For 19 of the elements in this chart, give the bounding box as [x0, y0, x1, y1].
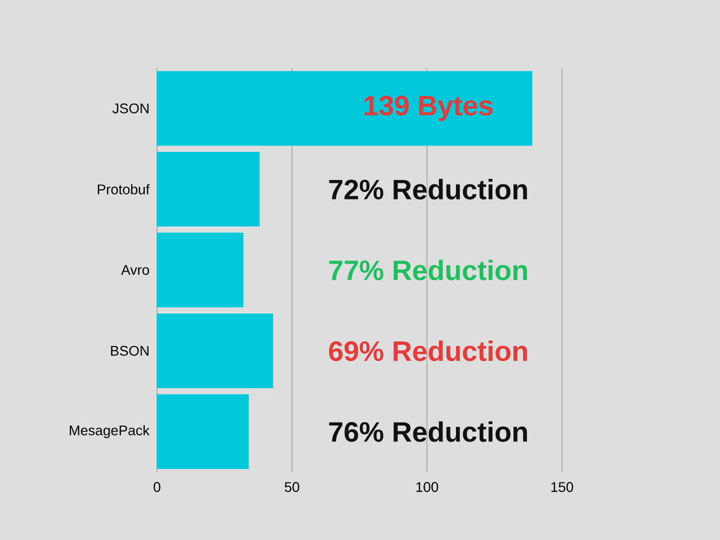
annotation: 139 Bytes: [364, 96, 493, 122]
bar: [157, 313, 274, 388]
bar: [157, 152, 260, 227]
y-tick-label: Protobuf: [98, 184, 150, 194]
bar: [157, 394, 249, 469]
bar: [157, 71, 532, 146]
x-tick-label: 100: [416, 482, 438, 492]
y-tick-label: JSON: [112, 103, 148, 114]
annotation: 77% Reduction: [329, 260, 527, 280]
y-tick-label: BSON: [111, 346, 148, 356]
annotation: 69% Reduction: [329, 340, 527, 362]
annotation: 76% Reduction: [329, 421, 527, 442]
y-tick-label: Avro: [121, 265, 150, 275]
annotation: 72% Reduction: [329, 178, 527, 200]
x-tick-label: 50: [284, 482, 300, 492]
y-tick-label: MesagePack: [70, 425, 150, 438]
bar: [157, 232, 244, 308]
x-tick-label: 150: [551, 482, 574, 492]
x-tick-label: 0: [154, 482, 160, 492]
